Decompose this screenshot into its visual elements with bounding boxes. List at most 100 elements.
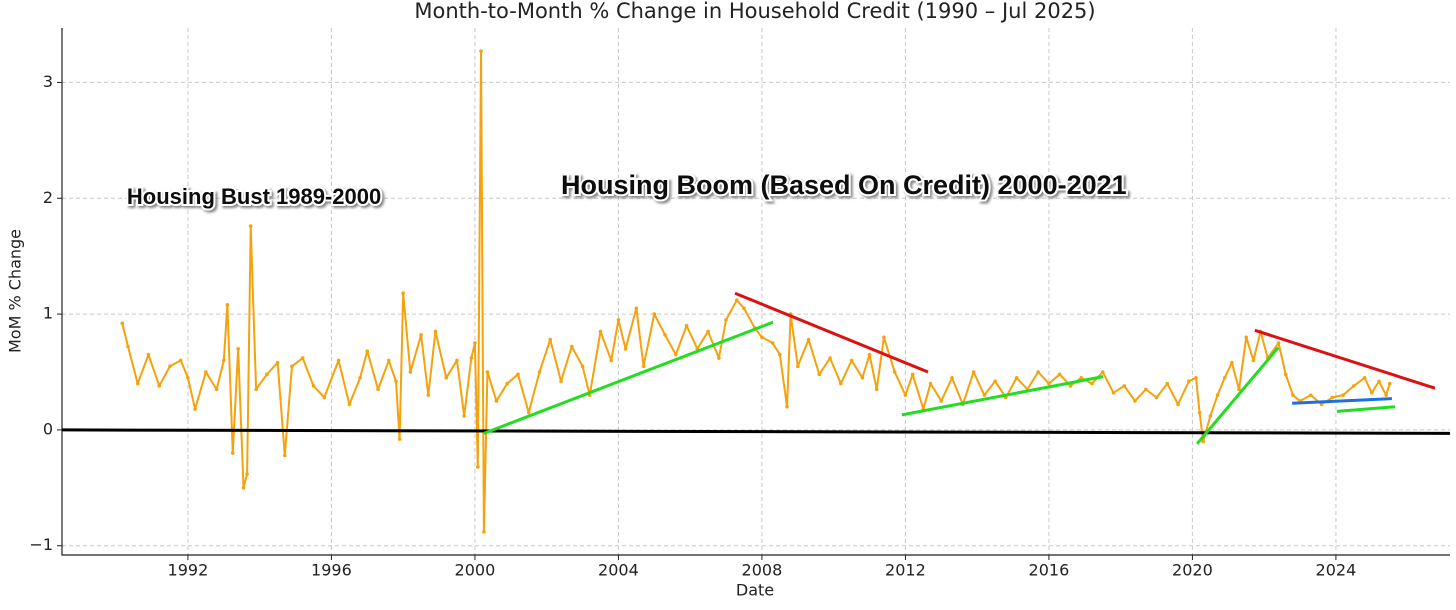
data-point <box>598 329 603 334</box>
data-point <box>849 358 854 363</box>
data-point <box>828 356 832 360</box>
annotation: Housing Bust 1989-2000 <box>127 184 381 209</box>
data-point <box>1165 381 1170 386</box>
data-point <box>806 337 811 342</box>
data-point <box>616 318 621 322</box>
data-point <box>785 404 789 409</box>
data-point <box>735 298 739 302</box>
data-point <box>971 370 976 374</box>
data-point <box>1387 381 1392 386</box>
data-point <box>135 381 140 386</box>
data-point <box>950 375 954 380</box>
data-point <box>254 387 258 392</box>
trend-line <box>734 291 929 374</box>
data-point <box>1047 381 1051 386</box>
trend-line <box>1336 405 1396 413</box>
data-point <box>1222 375 1227 380</box>
data-point <box>1133 399 1137 403</box>
data-point <box>1057 372 1062 377</box>
data-point <box>245 472 249 476</box>
data-point <box>241 486 246 490</box>
data-point <box>641 364 646 369</box>
data-point <box>275 360 280 365</box>
data-point <box>1215 393 1220 397</box>
y-axis-label: MoM % Change <box>6 229 25 353</box>
data-point <box>928 381 933 386</box>
data-point <box>1369 391 1374 395</box>
data-point <box>652 312 657 316</box>
data-point <box>146 352 151 357</box>
data-point <box>1143 387 1148 392</box>
data-point <box>401 291 405 296</box>
data-point <box>742 306 746 311</box>
data-point <box>265 372 269 377</box>
annotation: Housing Boom (Based On Credit) 2000-2021 <box>561 170 1127 200</box>
data-point <box>186 375 190 380</box>
data-point <box>724 318 728 322</box>
data-point <box>168 364 172 369</box>
data-point <box>300 356 305 360</box>
data-point <box>1319 402 1324 407</box>
data-point <box>1309 393 1313 397</box>
data-point <box>433 329 438 334</box>
axes <box>61 28 1450 556</box>
data-point <box>462 414 466 418</box>
trend-line <box>901 375 1104 417</box>
data-point <box>760 335 764 340</box>
data-point <box>910 372 915 377</box>
data-point <box>1090 381 1094 386</box>
data-point <box>248 224 253 228</box>
data-point <box>778 352 782 357</box>
x-tick-label: 2008 <box>742 561 783 580</box>
data-point <box>867 352 872 357</box>
data-point <box>706 329 710 334</box>
data-point <box>982 393 987 397</box>
data-point <box>322 395 327 400</box>
data-point <box>419 333 423 337</box>
data-point <box>770 341 775 345</box>
data-point <box>126 344 130 349</box>
data-point <box>426 393 431 397</box>
data-point <box>1330 395 1335 400</box>
data-point <box>1154 395 1159 400</box>
data-point <box>1244 335 1249 340</box>
data-point <box>387 358 391 363</box>
data-point <box>817 372 822 377</box>
data-point <box>225 303 230 307</box>
data-point <box>214 387 219 392</box>
data-point <box>1201 439 1205 444</box>
data-point <box>903 393 908 397</box>
data-point <box>1230 360 1234 365</box>
data-point <box>1352 384 1356 388</box>
data-point <box>1251 358 1256 363</box>
y-tick-label: 1 <box>43 304 53 323</box>
data-point <box>580 364 585 369</box>
data-point <box>1122 384 1127 388</box>
y-tick-label: 2 <box>43 188 53 207</box>
data-point <box>1208 414 1213 418</box>
data-point <box>1176 402 1180 407</box>
x-tick-label: 1992 <box>168 561 209 580</box>
data-point <box>397 437 402 441</box>
data-point <box>236 347 240 351</box>
data-point <box>674 352 678 357</box>
data-point <box>684 323 689 328</box>
data-point <box>1291 393 1295 397</box>
data-point <box>634 306 639 311</box>
data-point <box>347 402 352 407</box>
data-point <box>204 370 208 374</box>
data-point <box>839 381 843 386</box>
data-point <box>1187 379 1191 384</box>
data-point <box>475 465 480 469</box>
data-point <box>193 407 197 411</box>
data-point <box>479 49 483 53</box>
data-point <box>1194 375 1198 380</box>
trend-line <box>61 428 1451 435</box>
data-point <box>1036 370 1040 374</box>
data-point <box>1111 391 1116 395</box>
data-point <box>473 341 477 345</box>
x-tick-label: 2016 <box>1029 561 1070 580</box>
data-point <box>336 358 341 363</box>
data-point <box>1100 370 1105 374</box>
